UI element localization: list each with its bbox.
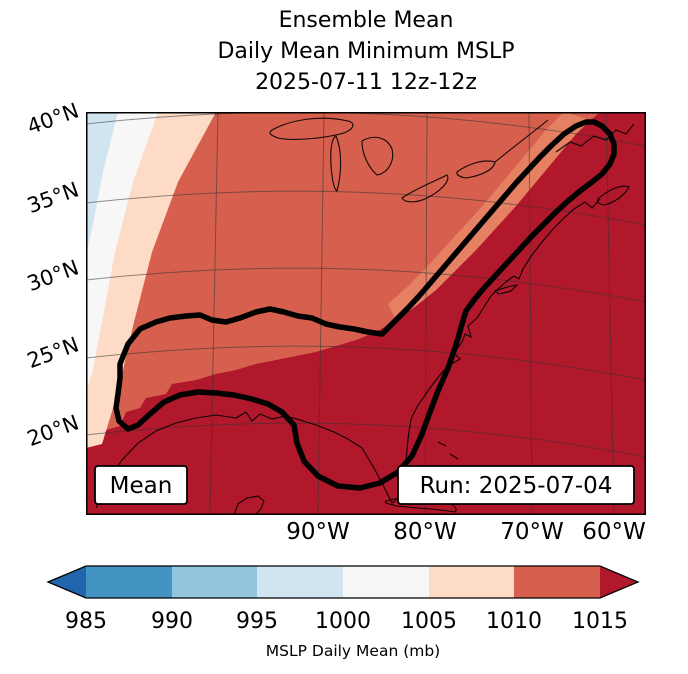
cbar-tick-985: 985 (65, 609, 107, 634)
fill-region-1000-1005 (86, 112, 158, 390)
graticule (86, 112, 646, 515)
lake-erie (401, 174, 449, 203)
mean-box: Mean (94, 465, 188, 505)
colorbar-seg-995-1000 (257, 566, 343, 598)
chart-title: Ensemble Mean Daily Mean Minimum MSLP 20… (86, 5, 646, 98)
fill-region-over-1015 (86, 112, 646, 515)
colorbar-under-arrow (48, 566, 86, 598)
colorbar-seg-1010-1015 (514, 566, 600, 598)
lake-michigan (330, 135, 342, 192)
lake-huron (361, 136, 394, 176)
lake-superior (269, 117, 354, 140)
cbar-tick-1010: 1010 (486, 609, 542, 634)
colorbar-over-arrow (600, 566, 638, 598)
st-lawrence-coast (494, 119, 635, 163)
nova-scotia (596, 185, 630, 206)
fill-region-995-1000 (86, 112, 118, 256)
lat-tick-35n: 35°N (23, 177, 82, 219)
lat-tick-25n: 25°N (23, 332, 82, 374)
bahamas (437, 441, 459, 460)
colorbar-seg-1005-1010 (429, 566, 514, 598)
lon-tick-60w: 60°W (582, 519, 646, 545)
colorbar-seg-985-990 (86, 566, 172, 598)
lon-tick-90w: 90°W (286, 519, 350, 545)
map-plot: Mean Run: 2025-07-04 (86, 112, 646, 515)
cbar-tick-990: 990 (151, 609, 193, 634)
ensemble-contour (113, 119, 617, 491)
lon-tick-70w: 70°W (500, 519, 564, 545)
colorbar-seg-1000-1005 (343, 566, 429, 598)
title-line-3: 2025-07-11 12z-12z (255, 70, 477, 95)
title-line-2: Daily Mean Minimum MSLP (217, 39, 515, 64)
colorbar: 985 990 995 1000 1005 1010 1015 MSLP Dai… (46, 565, 640, 660)
long-island (493, 284, 519, 295)
coastline-gulf-atlantic (95, 198, 601, 509)
run-box-frame (397, 465, 635, 505)
lat-tick-20n: 20°N (23, 410, 82, 452)
run-box: Run: 2025-07-04 (397, 465, 635, 505)
lat-tick-40n: 40°N (23, 98, 82, 140)
lat-tick-30n: 30°N (23, 255, 82, 297)
map-frame (86, 112, 646, 515)
mean-box-label: Mean (110, 473, 173, 499)
title-line-1: Ensemble Mean (278, 8, 454, 33)
colorbar-ticks: 985 990 995 1000 1005 1010 1015 (65, 609, 628, 634)
cbar-tick-995: 995 (236, 609, 278, 634)
colorbar-seg-990-995 (172, 566, 257, 598)
colorbar-outline (46, 565, 640, 599)
lake-ontario (456, 160, 496, 179)
cbar-tick-1005: 1005 (401, 609, 457, 634)
run-box-label: Run: 2025-07-04 (420, 473, 613, 499)
cbar-tick-1000: 1000 (315, 609, 371, 634)
colorbar-label: MSLP Daily Mean (mb) (266, 642, 440, 660)
cbar-tick-1015: 1015 (572, 609, 628, 634)
mean-box-frame (94, 465, 188, 505)
lon-tick-80w: 80°W (393, 519, 457, 545)
